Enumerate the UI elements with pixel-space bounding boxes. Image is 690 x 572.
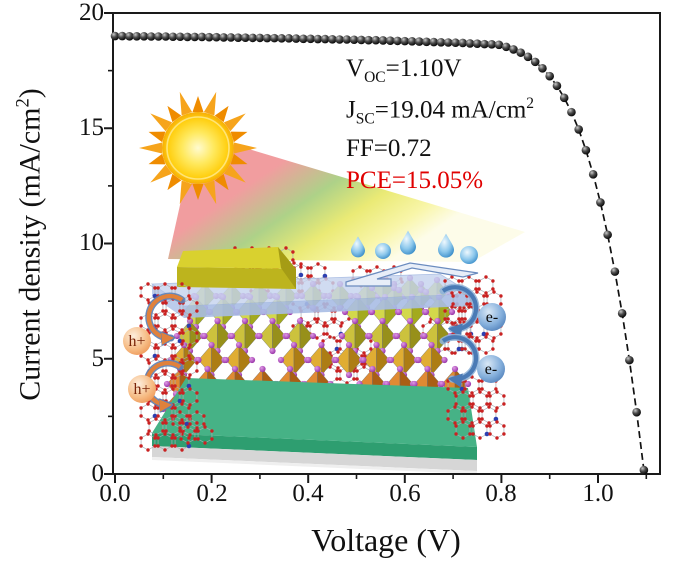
hole-badge-2-label: h+ (133, 381, 150, 398)
x-tick-0.4: 0.4 (292, 480, 324, 507)
jv-data-series (110, 31, 649, 475)
y-axis-label: Current density (mA/cm2) (12, 88, 47, 401)
x-tick-0.2: 0.2 (196, 480, 228, 507)
axes (104, 12, 661, 483)
press-arrow (345, 262, 479, 287)
x-tick-0.8: 0.8 (485, 480, 517, 507)
x-tick-0.0: 0.0 (99, 480, 131, 507)
pce-annotation: PCE=15.05% (346, 167, 484, 194)
ff-annotation: FF=0.72 (346, 135, 432, 162)
substrate (152, 378, 477, 474)
electron-arrows (439, 283, 480, 388)
y-tick-20: 20 (79, 0, 104, 26)
electron-badge-2: e- (477, 355, 505, 383)
voc-annotation: VOC=1.10V (346, 55, 462, 86)
y-tick-10: 10 (79, 229, 104, 256)
hole-badge-1: h+ (123, 327, 151, 355)
x-axis-label: Voltage (V) (311, 522, 461, 558)
x-tick-0.6: 0.6 (389, 480, 421, 507)
gold-electrode (177, 247, 296, 289)
electron-badge-1: e- (478, 303, 506, 331)
electron-badge-2-label: e- (485, 361, 497, 378)
x-tick-1.0: 1.0 (582, 480, 614, 507)
y-tick-15: 15 (79, 114, 104, 141)
jsc-annotation: JSC=19.04 mA/cm2 (346, 95, 535, 128)
water-droplets (351, 230, 478, 264)
sun-icon (139, 91, 257, 205)
light-beam (168, 141, 525, 262)
y-tick-0: 0 (91, 460, 105, 487)
hole-badge-1-label: h+ (128, 333, 145, 350)
electron-badge-1-label: e- (486, 309, 498, 326)
inset-illustration: h+ h+ e-e- (123, 91, 525, 474)
hole-badge-2: h+ (128, 375, 156, 403)
y-tick-5: 5 (91, 345, 105, 372)
